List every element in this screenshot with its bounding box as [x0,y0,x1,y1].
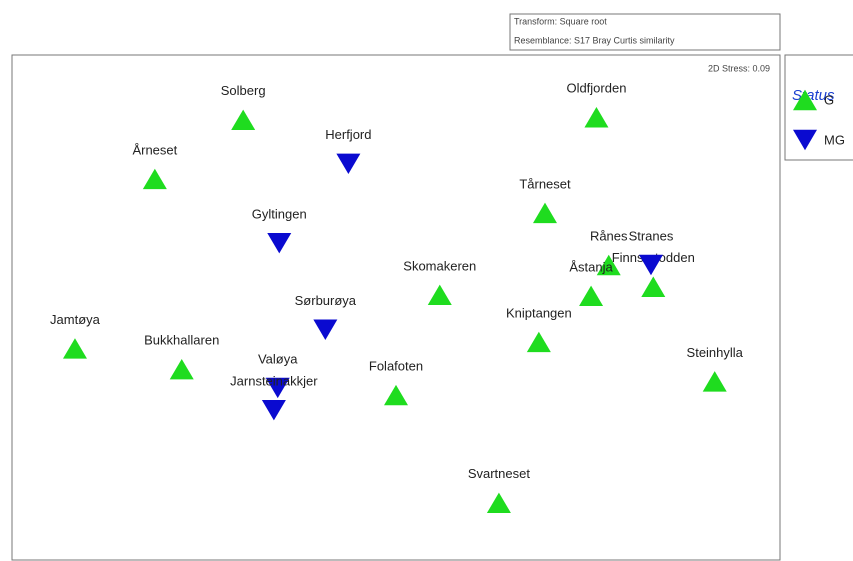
point-label: Rånes [590,228,628,243]
legend-label: MG [824,132,845,147]
point-label: Oldfjorden [566,81,626,96]
stress-label: 2D Stress: 0.09 [708,63,770,73]
point-marker [336,153,361,174]
point-marker [267,233,292,254]
point-label: Skomakeren [403,258,476,273]
point-marker [579,285,604,307]
point-label: Åstanja [569,259,613,274]
point-marker [313,319,338,340]
point-label: Valøya [258,351,298,366]
point-label: Gyltingen [252,207,307,222]
note-resemblance: Resemblance: S17 Bray Curtis similarity [514,35,675,45]
legend-label: G [824,92,834,107]
point-label: Tårneset [519,176,571,191]
point-marker [142,168,167,190]
point-label: Herfjord [325,127,371,142]
point-label: Kniptangen [506,305,572,320]
point-marker [596,254,621,276]
point-label: Jarnsteinakkjer [230,374,318,389]
point-label: Stranes [629,228,674,243]
plot-frame [11,54,781,561]
point-label: Svartneset [468,466,531,481]
point-label: Solberg [221,83,266,98]
point-label: Jamtøya [50,312,101,327]
point-marker [486,492,511,514]
point-label: Årneset [132,142,177,157]
point-marker [427,284,452,306]
point-marker [261,400,286,421]
point-marker [526,331,551,353]
point-marker [532,202,557,224]
point-label: Sørburøya [295,293,357,308]
point-label: Steinhylla [687,345,744,360]
point-marker [384,384,408,406]
point-marker [702,371,727,392]
point-marker [231,109,256,130]
note-box [509,13,781,51]
point-marker [169,359,194,380]
point-marker [265,377,290,399]
note-transform: Transform: Square root [514,16,607,26]
point-marker [641,276,666,297]
point-label: Bukkhallaren [144,333,219,348]
point-marker [62,338,87,359]
legend-marker [793,129,817,151]
point-marker [584,107,609,128]
point-marker [638,254,663,276]
point-label: Folafoten [369,358,423,373]
legend-marker [793,89,817,111]
